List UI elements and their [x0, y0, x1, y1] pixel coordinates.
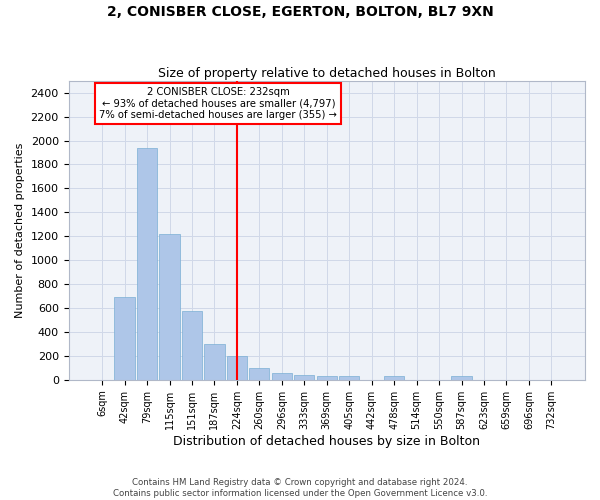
Text: 2, CONISBER CLOSE, EGERTON, BOLTON, BL7 9XN: 2, CONISBER CLOSE, EGERTON, BOLTON, BL7 … [107, 5, 493, 19]
Bar [249, 368, 269, 380]
Bar [294, 374, 314, 380]
Text: 2 CONISBER CLOSE: 232sqm
← 93% of detached houses are smaller (4,797)
7% of semi: 2 CONISBER CLOSE: 232sqm ← 93% of detach… [100, 86, 337, 120]
Bar [137, 148, 157, 380]
Y-axis label: Number of detached properties: Number of detached properties [15, 142, 25, 318]
Bar [160, 234, 179, 380]
Bar [205, 344, 224, 380]
Bar [115, 298, 134, 380]
Bar [272, 372, 292, 380]
Bar [339, 376, 359, 380]
Bar [182, 311, 202, 380]
Bar [451, 376, 472, 380]
X-axis label: Distribution of detached houses by size in Bolton: Distribution of detached houses by size … [173, 434, 480, 448]
Title: Size of property relative to detached houses in Bolton: Size of property relative to detached ho… [158, 66, 496, 80]
Bar [227, 356, 247, 380]
Bar [384, 376, 404, 380]
Bar [317, 376, 337, 380]
Text: Contains HM Land Registry data © Crown copyright and database right 2024.
Contai: Contains HM Land Registry data © Crown c… [113, 478, 487, 498]
